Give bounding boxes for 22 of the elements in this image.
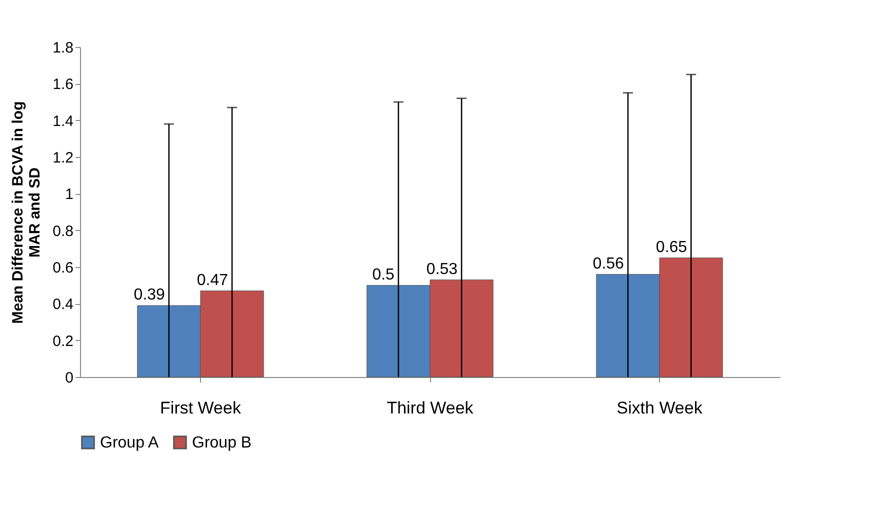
y-tick-label: 1.8 [52, 40, 74, 56]
y-tick-label: 0.2 [52, 332, 74, 350]
x-tick-label: First Week [160, 398, 242, 418]
legend-label: Group B [192, 434, 252, 452]
data-label: 0.65 [656, 238, 688, 256]
y-tick-label: 0 [65, 370, 74, 386]
y-axis-title: Mean Difference in BCVA in log MAR and SD [10, 101, 44, 324]
y-tick-label: 0.4 [52, 296, 74, 314]
data-label: 0.47 [196, 272, 228, 289]
data-label: 0.39 [134, 286, 166, 304]
data-label: 0.56 [592, 255, 624, 272]
x-tick-label: Sixth Week [616, 398, 703, 418]
y-tick-label: 1 [65, 186, 74, 204]
legend-label: Group A [100, 434, 160, 452]
data-label: 0.5 [372, 266, 395, 284]
y-tick-label: 1.6 [52, 76, 74, 94]
x-tick-label: Third Week [386, 398, 474, 418]
y-tick-label: 0.6 [52, 260, 74, 276]
y-tick-label: 0.8 [52, 222, 74, 240]
data-label: 0.53 [426, 260, 458, 278]
y-tick-label: 1.4 [52, 112, 74, 130]
y-tick-label: 1.2 [52, 150, 74, 166]
